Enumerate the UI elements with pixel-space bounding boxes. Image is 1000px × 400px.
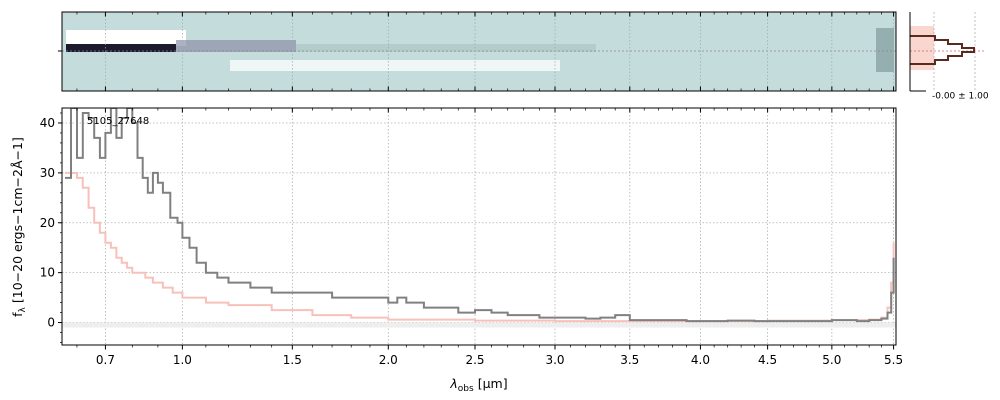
y-tick-label: 40	[40, 116, 55, 130]
x-tick-label: 3.5	[620, 353, 639, 367]
trace-edge	[876, 28, 894, 72]
x-tick-label: 1.5	[283, 353, 302, 367]
x-tick-label: 1.0	[173, 353, 192, 367]
y-axis-base: f	[10, 312, 25, 317]
x-tick-label: 5.5	[884, 353, 903, 367]
x-tick-label: 4.0	[691, 353, 710, 367]
main-frame	[61, 107, 897, 346]
spectrum-2d-frame	[61, 11, 897, 92]
trace-mid	[176, 40, 296, 52]
trace-lower-band	[230, 60, 560, 71]
y-tick-label: 20	[40, 216, 55, 230]
y-axis-ticks: 0 10 20 30 40	[40, 112, 62, 343]
y-axis-label: fλ [10−20 ergs−1cm−2Å−1]	[10, 137, 28, 317]
trace-faint	[296, 44, 596, 52]
spectrum-2d-panel	[58, 11, 897, 92]
x-axis-unit: [μm]	[478, 376, 508, 391]
trace-core	[66, 44, 176, 52]
y-axis-units: [10−20 ergs−1cm−2Å−1]	[10, 137, 25, 303]
x-tick-label: 0.7	[96, 353, 115, 367]
x-axis-label: λobs [μm]	[449, 376, 507, 394]
x-axis-ticks: 0.7 1.0 1.5 2.0 2.5 3.0 3.5 4.0 4.5 5.0 5.5	[76, 108, 903, 367]
spectrum-1d-panel: 0.7 1.0 1.5 2.0 2.5 3.0 3.5 4.0 4.5 5.0 5.5 0 10 20 3…	[10, 107, 903, 394]
x-tick-label: 3.0	[545, 353, 564, 367]
zero-band	[62, 322, 896, 328]
flux-line	[65, 108, 895, 323]
hist-gauss-fill	[910, 26, 934, 70]
x-tick-label: 4.5	[758, 353, 777, 367]
y-tick-label: 30	[40, 166, 55, 180]
object-label: 5105_27648	[87, 116, 149, 127]
y-tick-label: 10	[40, 266, 55, 280]
spectrum-2d-heatmap	[66, 28, 894, 72]
x-tick-label: 5.0	[822, 353, 841, 367]
spectrum-2d-grid	[105, 12, 894, 91]
y-tick-label: 0	[47, 316, 55, 330]
x-axis-symbol: λ	[449, 376, 457, 391]
trace-bright-band	[66, 30, 186, 46]
x-axis-sub: obs	[458, 384, 474, 394]
hist-step-line	[910, 35, 975, 65]
x-tick-label: 2.5	[465, 353, 484, 367]
x-tick-label: 2.0	[379, 353, 398, 367]
residual-histogram-panel: -0.00 ± 1.00	[909, 12, 989, 102]
hist-label: -0.00 ± 1.00	[932, 92, 989, 102]
y-axis-sub: λ	[18, 306, 28, 312]
